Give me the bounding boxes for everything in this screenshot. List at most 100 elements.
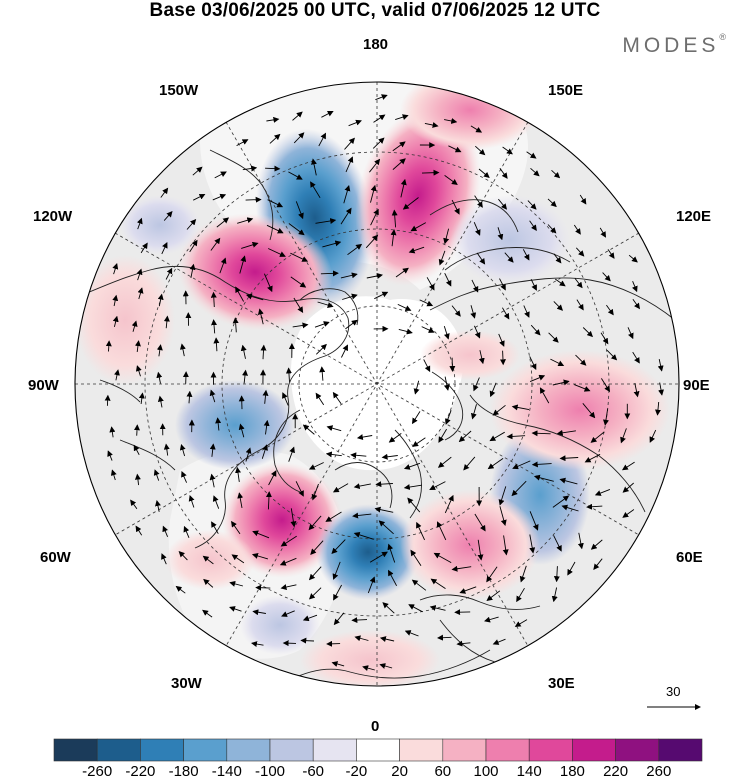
wind-arrow	[444, 175, 458, 185]
wind-arrow	[293, 297, 304, 313]
wind-arrow	[308, 515, 322, 531]
wind-arrow	[344, 137, 355, 150]
wind-arrow	[252, 609, 266, 616]
wind-arrow	[282, 392, 289, 406]
wind-arrow	[575, 354, 587, 366]
wind-arrow	[458, 430, 472, 443]
wind-arrow	[340, 207, 352, 225]
wind-arrow	[156, 371, 163, 384]
wind-arrow	[308, 566, 322, 581]
map-boundary	[74, 81, 680, 687]
wind-arrow	[229, 580, 244, 587]
wind-arrow	[451, 305, 461, 317]
wind-arrow	[551, 587, 558, 603]
wind-arrow	[375, 481, 393, 488]
wind-arrow	[319, 366, 326, 381]
wind-arrow	[348, 119, 362, 127]
modes-logo: MODES®	[622, 32, 726, 58]
wind-arrow	[438, 250, 446, 266]
wind-arrow	[157, 395, 164, 408]
wind-arrow	[265, 165, 281, 172]
wind-arrow	[236, 139, 249, 146]
wind-arrow	[548, 332, 559, 343]
wind-arrow	[131, 320, 138, 332]
wind-arrow	[345, 319, 358, 330]
colorbar-swatch	[183, 738, 228, 762]
wind-arrow	[105, 340, 112, 352]
wind-arrow	[374, 291, 389, 300]
map-title: Base 03/06/2025 00 UTC, valid 07/06/2025…	[149, 0, 601, 21]
wind-arrow	[216, 217, 230, 228]
wind-arrow	[209, 389, 216, 403]
wind-arrow	[107, 450, 113, 461]
wind-arrow	[245, 447, 252, 462]
wind-arrow	[134, 473, 141, 486]
wind-arrow	[582, 403, 596, 419]
wind-arrow	[133, 444, 140, 456]
wind-arrow	[444, 273, 452, 287]
wind-arrow	[370, 208, 379, 226]
wind-arrow	[607, 249, 615, 259]
wind-arrow	[419, 299, 434, 307]
wind-arrow	[281, 610, 295, 617]
wind-arrow	[489, 431, 505, 442]
wind-arrow	[553, 566, 560, 583]
wind-arrow	[473, 377, 480, 392]
wind-arrow	[487, 458, 504, 470]
wind-arrow	[529, 356, 537, 371]
registered-mark: ®	[719, 32, 726, 42]
wind-arrow	[492, 638, 506, 645]
wind-arrow	[459, 586, 477, 594]
wind-arrow	[267, 199, 284, 208]
wind-arrow	[516, 587, 525, 603]
anomaly-pos-arctic	[420, 330, 520, 380]
wind-arrow	[202, 555, 214, 565]
map-disc-content	[75, 82, 679, 686]
wind-arrow	[325, 451, 342, 458]
wind-arrow	[395, 114, 409, 121]
wind-arrow	[550, 358, 565, 366]
wind-arrow	[134, 424, 141, 436]
wind-arrow	[308, 587, 322, 600]
wind-arrow	[473, 222, 481, 236]
wind-arrow	[189, 239, 198, 253]
wind-arrow	[379, 636, 395, 643]
colorbar-tick-label: 60	[434, 763, 452, 780]
wind-arrow	[470, 404, 477, 420]
wind-arrow	[186, 218, 197, 230]
colorbar-swatch	[312, 738, 357, 762]
wind-arrow	[424, 122, 439, 128]
wind-arrow	[382, 602, 395, 614]
wind-arrow	[586, 503, 603, 510]
wind-arrow	[365, 234, 379, 249]
wind-arrow	[436, 521, 447, 541]
wind-arrow	[135, 365, 142, 377]
wind-arrow	[353, 483, 371, 490]
wind-arrow	[245, 196, 262, 203]
wind-arrow	[649, 429, 657, 443]
wind-arrow	[408, 604, 423, 613]
wind-arrow	[502, 146, 513, 155]
wind-arrow	[620, 428, 627, 444]
wind-arrow	[331, 661, 345, 667]
wind-arrow	[575, 247, 585, 257]
wind-arrow	[407, 497, 421, 513]
wind-arrow	[657, 359, 664, 372]
wind-arrow	[511, 480, 527, 497]
wind-arrow	[632, 281, 638, 293]
wind-arrow	[433, 552, 452, 563]
wind-arrow	[109, 426, 116, 438]
wind-arrow	[280, 535, 297, 547]
wind-arrow	[474, 195, 483, 208]
colorbar-tick-label: -100	[254, 763, 286, 780]
wind-arrow	[325, 511, 342, 522]
wind-arrow	[242, 369, 248, 384]
wind-arrow	[398, 328, 413, 335]
wind-arrow	[137, 287, 144, 300]
wind-arrow	[372, 137, 385, 149]
wind-arrow	[239, 255, 247, 274]
wind-arrow	[484, 616, 499, 623]
wind-arrow	[314, 321, 330, 328]
wind-arrow	[362, 665, 375, 672]
wind-arrow	[511, 404, 530, 411]
